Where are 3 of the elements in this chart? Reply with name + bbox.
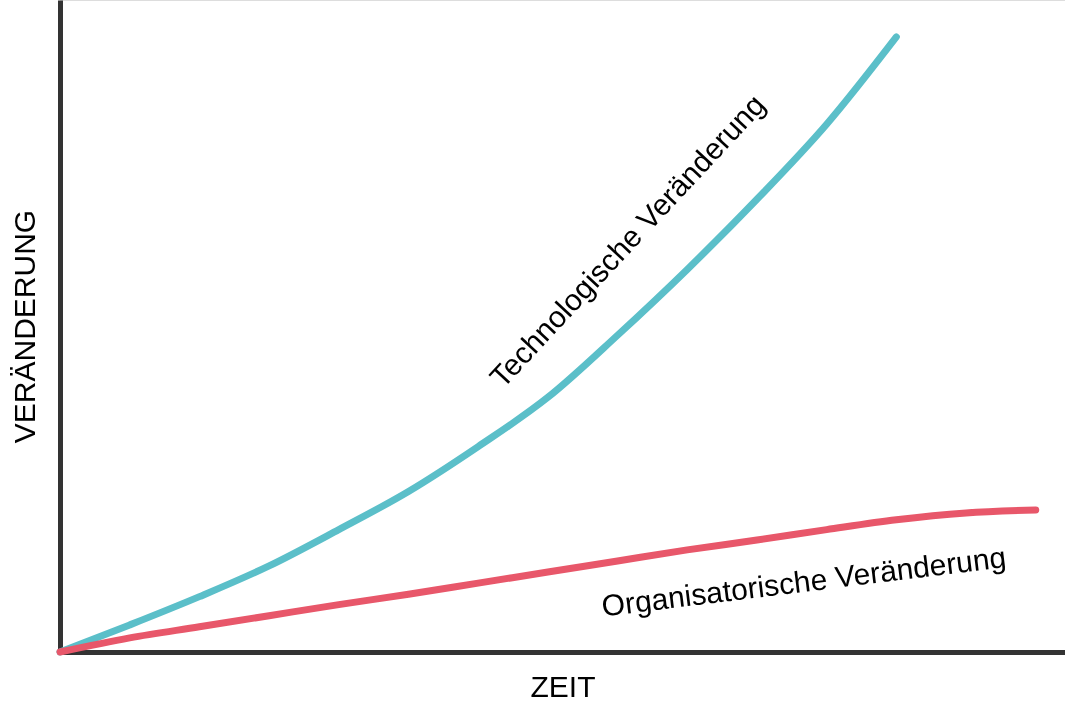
x-axis-title: ZEIT — [530, 669, 596, 703]
text: Organisatorische Veränderung — [599, 540, 1008, 623]
y-axis-title: VERÄNDERUNG — [7, 209, 41, 444]
